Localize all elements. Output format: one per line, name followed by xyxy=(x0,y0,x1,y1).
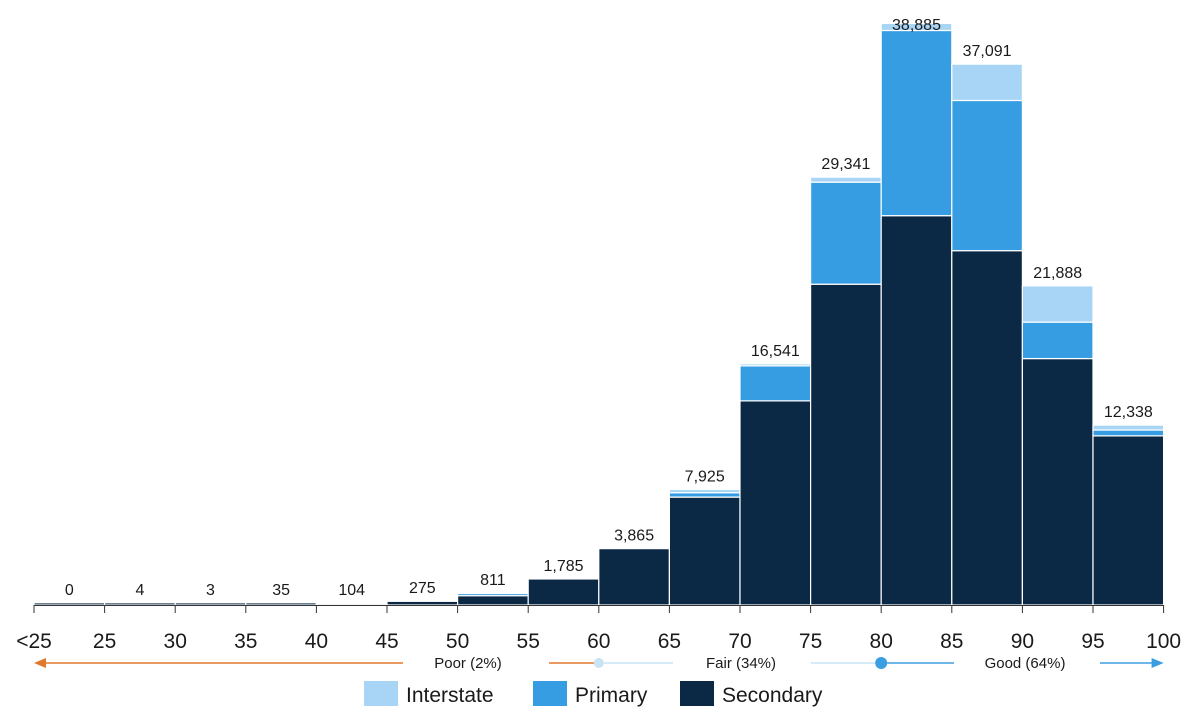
bar-secondary-13 xyxy=(952,251,1023,605)
bar-interstate-11 xyxy=(811,177,882,182)
bar-secondary-11 xyxy=(811,284,882,605)
total-label: 3,865 xyxy=(614,528,654,545)
range-start-dot-icon xyxy=(875,657,887,669)
total-label: 3 xyxy=(206,582,215,599)
bar-interstate-10 xyxy=(740,364,811,366)
condition-ranges: Poor (2%) Fair (34%) Good (64%) xyxy=(34,655,1164,672)
bar-secondary-0 xyxy=(34,603,105,605)
x-tick-label: <25 xyxy=(16,630,52,653)
bar-secondary-6 xyxy=(458,596,529,605)
bar-secondary-15 xyxy=(1093,436,1164,605)
total-label: 0 xyxy=(65,582,74,599)
bar-interstate-9 xyxy=(669,489,740,492)
bar-primary-12 xyxy=(881,30,952,215)
total-label: 29,341 xyxy=(821,156,870,173)
x-tick-label: 40 xyxy=(305,630,328,653)
x-tick-label: 90 xyxy=(1011,630,1034,653)
total-label: 275 xyxy=(409,580,436,597)
x-tick-label: 60 xyxy=(587,630,610,653)
legend: Interstate Primary Secondary xyxy=(364,681,823,707)
total-label: 38,885 xyxy=(892,17,941,34)
condition-label: Good (64%) xyxy=(985,655,1066,672)
legend-label-secondary: Secondary xyxy=(722,684,823,707)
bar-secondary-10 xyxy=(740,401,811,605)
bar-secondary-14 xyxy=(1022,359,1093,605)
range-start-dot-icon xyxy=(594,658,604,668)
legend-swatch-interstate xyxy=(364,681,398,706)
bars-group: 0 4 3 35 104 275 811 1,785 3,865 7,925 16,541 29,34… xyxy=(34,17,1164,605)
bar-secondary-8 xyxy=(599,549,670,605)
legend-swatch-secondary xyxy=(680,681,714,706)
x-tick-label: 95 xyxy=(1081,630,1104,653)
x-tick-label: 80 xyxy=(870,630,893,653)
total-label: 12,338 xyxy=(1104,404,1153,421)
x-tick-label: 35 xyxy=(234,630,257,653)
condition-label: Fair (34%) xyxy=(706,655,776,672)
x-tick-label: 30 xyxy=(164,630,187,653)
legend-swatch-primary xyxy=(533,681,567,706)
total-label: 35 xyxy=(272,582,290,599)
total-label: 104 xyxy=(338,582,365,599)
total-label: 811 xyxy=(480,572,506,589)
x-tick-label: 65 xyxy=(658,630,681,653)
bar-primary-15 xyxy=(1093,430,1164,436)
bar-secondary-3 xyxy=(246,603,317,605)
x-tick-label: 85 xyxy=(940,630,963,653)
arrow-right-icon xyxy=(1152,658,1164,668)
bar-interstate-13 xyxy=(952,64,1023,100)
x-tick-label: 55 xyxy=(517,630,540,653)
x-tick-label: 70 xyxy=(728,630,751,653)
bar-secondary-1 xyxy=(105,603,176,605)
bar-secondary-7 xyxy=(528,579,599,605)
arrow-left-icon xyxy=(34,658,46,668)
x-tick-label: 45 xyxy=(375,630,398,653)
total-label: 16,541 xyxy=(751,343,800,360)
legend-label-interstate: Interstate xyxy=(406,684,494,707)
bar-primary-14 xyxy=(1022,322,1093,358)
total-label: 1,785 xyxy=(543,558,583,575)
total-label: 37,091 xyxy=(963,43,1012,60)
bar-primary-11 xyxy=(811,182,882,284)
x-tick-label: 25 xyxy=(93,630,116,653)
bar-primary-9 xyxy=(669,493,740,497)
bar-interstate-15 xyxy=(1093,425,1164,430)
total-label: 4 xyxy=(135,582,144,599)
legend-label-primary: Primary xyxy=(575,684,648,707)
bar-primary-13 xyxy=(952,100,1023,250)
bar-interstate-14 xyxy=(1022,286,1093,322)
bar-primary-10 xyxy=(740,366,811,401)
x-ticks-group: <25 25 30 35 40 45 50 55 60 65 70 75 80 85 90 95 100 xyxy=(16,605,1181,653)
x-tick-label: 50 xyxy=(446,630,469,653)
condition-label: Poor (2%) xyxy=(434,655,502,672)
x-tick-label: 100 xyxy=(1146,630,1181,653)
bar-secondary-12 xyxy=(881,216,952,605)
bar-secondary-9 xyxy=(669,497,740,605)
total-label: 21,888 xyxy=(1033,265,1082,282)
total-label: 7,925 xyxy=(685,468,725,485)
x-tick-label: 75 xyxy=(799,630,822,653)
bar-secondary-2 xyxy=(175,603,246,605)
